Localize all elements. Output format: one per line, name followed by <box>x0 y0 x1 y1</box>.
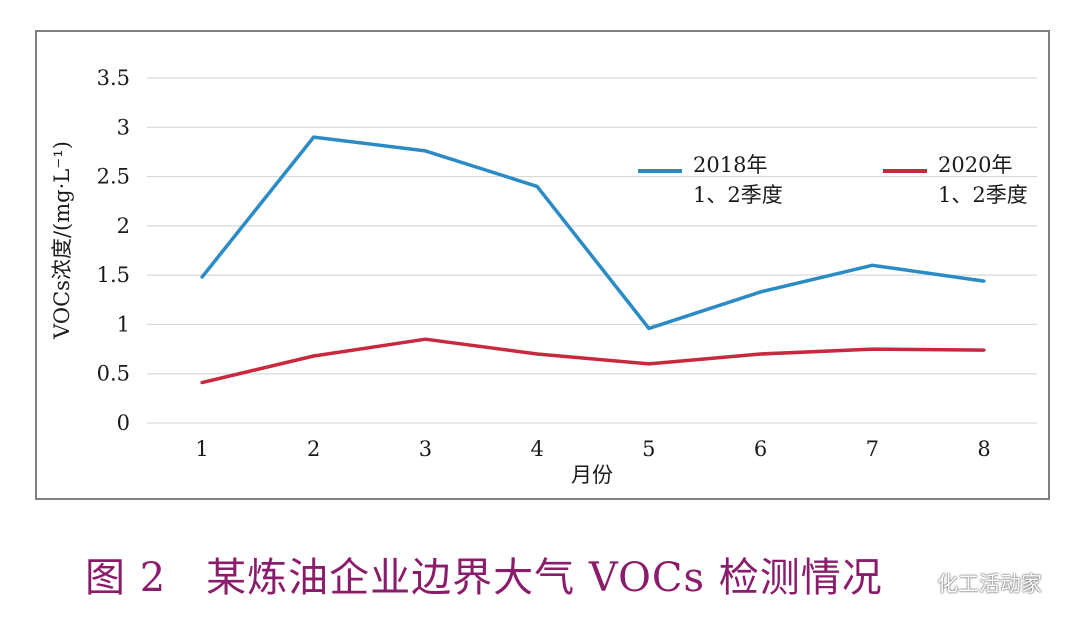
data-point <box>647 362 651 366</box>
data-point <box>535 184 539 189</box>
y-tick-label: 3.5 <box>97 66 130 90</box>
data-point <box>312 135 316 139</box>
watermark: 化工活动家 <box>907 568 1042 598</box>
data-point <box>982 279 986 283</box>
y-tick-label: 1.5 <box>97 263 130 287</box>
data-point <box>200 275 204 279</box>
line-chart: 0 0.5 1 1.5 2 2.5 3 3.5 1 2 3 4 5 6 7 8 2018年 1、2季度 2020… <box>50 66 1037 487</box>
x-tick-label: 8 <box>977 437 990 461</box>
y-tick-label: 2.5 <box>97 165 130 189</box>
data-point <box>758 352 763 356</box>
y-tick-label: 3 <box>117 115 130 139</box>
series-line-2 <box>201 337 985 385</box>
x-tick-label: 5 <box>642 437 655 461</box>
data-point <box>200 380 204 385</box>
gridlines <box>147 77 1037 424</box>
data-point <box>423 337 428 341</box>
y-tick-label: 0.5 <box>97 362 130 386</box>
figure-caption: 图 2 某炼油企业边界大气 VOCs 检测情况 <box>85 545 883 603</box>
y-axis-ticks: 0 0.5 1 1.5 2 2.5 3 3.5 <box>97 66 130 435</box>
data-point <box>535 352 539 356</box>
data-point <box>870 263 874 267</box>
legend: 2018年 1、2季度 2020年 1、2季度 <box>638 153 1028 207</box>
watermark-text: 化工活动家 <box>937 572 1042 596</box>
x-tick-label: 2 <box>307 437 320 461</box>
data-point <box>312 354 316 358</box>
x-axis-title: 月份 <box>571 463 613 487</box>
wechat-icon <box>907 571 933 596</box>
x-tick-label: 6 <box>754 437 767 461</box>
y-tick-label: 2 <box>117 214 130 238</box>
x-tick-label: 1 <box>195 437 208 461</box>
series-lines <box>200 135 986 385</box>
data-point <box>423 149 428 153</box>
data-point <box>758 290 763 294</box>
legend-label-1: 2018年 1、2季度 <box>693 153 783 207</box>
data-point <box>647 326 651 330</box>
series-line-1 <box>200 135 985 331</box>
chart-frame: 0 0.5 1 1.5 2 2.5 3 3.5 1 2 3 4 5 6 7 8 2018年 1、2季度 2020… <box>35 30 1050 500</box>
x-tick-label: 7 <box>866 437 879 461</box>
legend-label-2: 2020年 1、2季度 <box>938 153 1028 207</box>
data-point <box>870 347 874 351</box>
figure-title: 某炼油企业边界大气 VOCs 检测情况 <box>206 555 883 601</box>
figure-number: 图 2 <box>85 555 167 601</box>
y-tick-label: 0 <box>117 411 130 435</box>
data-point <box>982 348 986 352</box>
x-axis-ticks: 1 2 3 4 5 6 7 8 <box>195 437 990 461</box>
y-tick-label: 1 <box>117 312 130 336</box>
x-tick-label: 4 <box>530 437 543 461</box>
y-axis-title: VOCs浓度/(mg·L⁻¹) <box>50 141 74 340</box>
x-tick-label: 3 <box>419 437 432 461</box>
